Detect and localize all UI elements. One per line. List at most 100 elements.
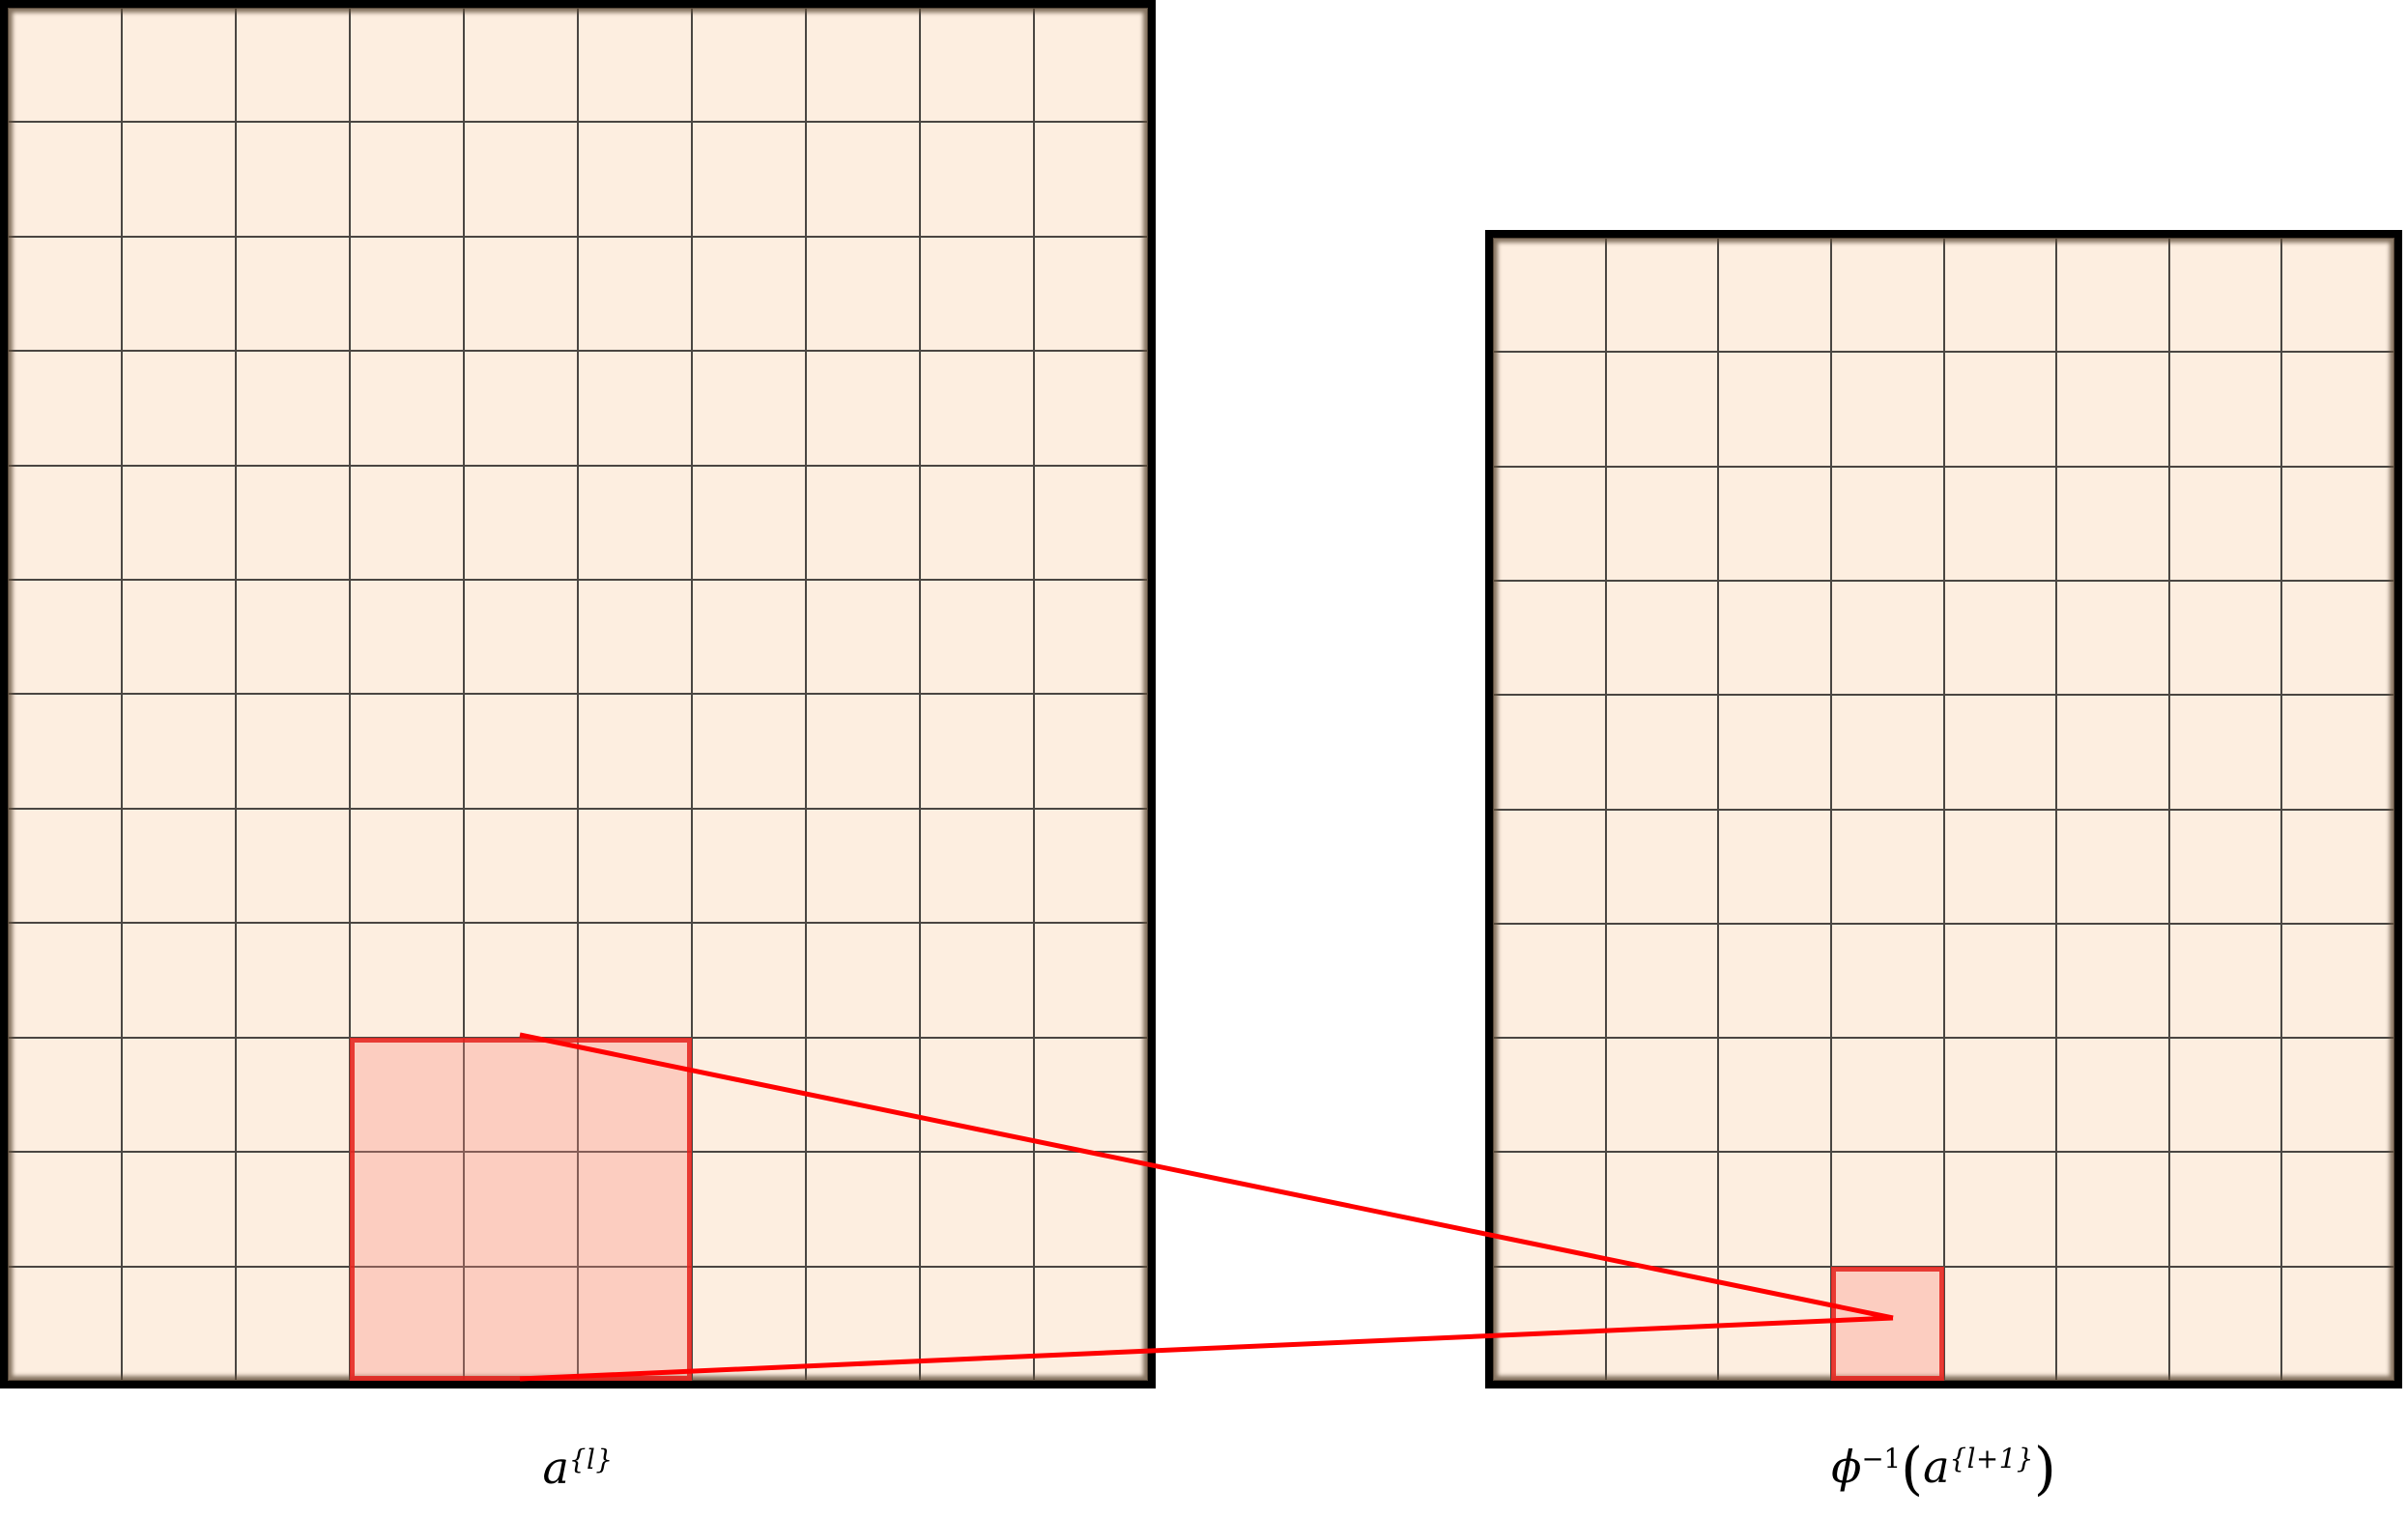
grid-cell xyxy=(920,1037,1034,1153)
grid-cell xyxy=(1718,809,1831,924)
grid-cell xyxy=(692,465,806,581)
grid-cell xyxy=(1718,1152,1831,1267)
grid-cell xyxy=(8,808,122,924)
grid-cell xyxy=(920,236,1034,352)
grid-cell xyxy=(2168,1038,2282,1153)
grid-cell xyxy=(692,808,806,924)
output-highlight-cell xyxy=(1830,1266,1944,1381)
grid-cell xyxy=(1493,352,1606,467)
grid-cell xyxy=(1943,1038,2057,1153)
grid-cell xyxy=(1493,1038,1606,1153)
grid-cell xyxy=(1830,809,1944,924)
grid-cell xyxy=(692,580,806,695)
grid-cell xyxy=(1493,695,1606,810)
grid-cell xyxy=(1493,923,1606,1039)
grid-cell xyxy=(692,1152,806,1267)
grid-cell xyxy=(2281,352,2394,467)
grid-cell xyxy=(1943,1266,2057,1381)
grid-cell xyxy=(350,465,464,581)
grid-cell xyxy=(1493,466,1606,581)
grid-cell xyxy=(122,122,236,237)
grid-cell xyxy=(806,1266,920,1381)
grid-cell xyxy=(692,236,806,352)
grid-cell xyxy=(2168,580,2282,696)
grid-cell xyxy=(1034,1266,1148,1381)
grid-cell xyxy=(122,1037,236,1153)
input-label-superscript: {l} xyxy=(568,1443,614,1475)
grid-cell xyxy=(1830,580,1944,696)
grid-cell xyxy=(236,1037,350,1153)
grid-cell xyxy=(350,1037,464,1153)
grid-cell xyxy=(2168,1266,2282,1381)
grid-cell xyxy=(122,1266,236,1381)
grid-cell xyxy=(1943,809,2057,924)
grid-cell xyxy=(1605,1152,1719,1267)
grid-cell xyxy=(1605,352,1719,467)
grid-cell xyxy=(350,808,464,924)
grid-cell xyxy=(8,351,122,466)
grid-cell xyxy=(806,580,920,695)
grid-cell xyxy=(1034,351,1148,466)
grid-cell xyxy=(1493,580,1606,696)
grid-cell xyxy=(1605,923,1719,1039)
grid-cell xyxy=(1830,923,1944,1039)
grid-cell xyxy=(1034,122,1148,237)
grid-cell xyxy=(1034,1037,1148,1153)
grid-cell xyxy=(578,580,692,695)
grid-cell xyxy=(8,1266,122,1381)
input-label-base: a xyxy=(542,1442,569,1494)
grid-cell xyxy=(692,1266,806,1381)
grid-cell xyxy=(8,1037,122,1153)
grid-cell xyxy=(2056,809,2169,924)
grid-cell xyxy=(920,122,1034,237)
grid-cell xyxy=(692,923,806,1038)
grid-cell xyxy=(1034,465,1148,581)
grid-cell xyxy=(920,351,1034,466)
grid-cell xyxy=(464,923,578,1038)
grid-cell xyxy=(806,1152,920,1267)
grid-cell xyxy=(1605,695,1719,810)
grid-cell xyxy=(578,122,692,237)
grid-cell xyxy=(464,351,578,466)
grid-cell xyxy=(2281,923,2394,1039)
input-highlight-region xyxy=(350,1037,692,1381)
grid-cell xyxy=(2168,466,2282,581)
grid-cell xyxy=(236,122,350,237)
grid-cell xyxy=(236,351,350,466)
grid-cell xyxy=(692,8,806,123)
grid-cell xyxy=(1830,1038,1944,1153)
grid-cell xyxy=(1034,694,1148,809)
grid-cell xyxy=(806,923,920,1038)
input-grid-label: a{l} xyxy=(0,1444,1156,1493)
grid-cell xyxy=(350,694,464,809)
grid-cell xyxy=(578,236,692,352)
grid-cell xyxy=(806,465,920,581)
grid-cell xyxy=(464,694,578,809)
grid-cell xyxy=(2056,923,2169,1039)
grid-cell xyxy=(692,694,806,809)
grid-cell xyxy=(920,694,1034,809)
grid-cell xyxy=(2168,923,2282,1039)
grid-cell xyxy=(236,923,350,1038)
grid-cell xyxy=(2168,809,2282,924)
grid-cell xyxy=(1718,238,1831,353)
grid-cell xyxy=(2056,1152,2169,1267)
grid-cell xyxy=(1943,238,2057,353)
grid-cell xyxy=(920,1266,1034,1381)
grid-cell xyxy=(122,1152,236,1267)
grid-cell xyxy=(122,580,236,695)
grid-cell xyxy=(806,236,920,352)
grid-cell xyxy=(1718,1266,1831,1381)
grid-cell xyxy=(350,351,464,466)
grid-cell xyxy=(464,236,578,352)
grid-cell xyxy=(1718,580,1831,696)
grid-cell xyxy=(236,1266,350,1381)
grid-cell xyxy=(1943,580,2057,696)
grid-cell xyxy=(2281,1038,2394,1153)
grid-cell xyxy=(692,351,806,466)
grid-cell xyxy=(1493,809,1606,924)
grid-cell xyxy=(2056,352,2169,467)
grid-cell xyxy=(1830,238,1944,353)
grid-cell xyxy=(122,923,236,1038)
output-label-superscript: {l+1} xyxy=(1949,1442,2034,1474)
